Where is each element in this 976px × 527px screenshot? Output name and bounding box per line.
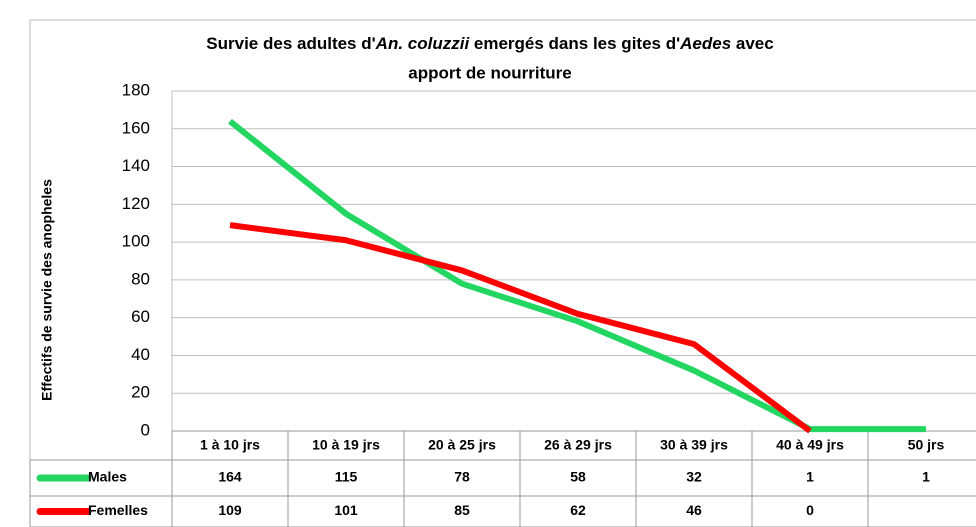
table-value: 101 bbox=[334, 502, 358, 518]
x-tick-label: 50 jrs bbox=[908, 437, 945, 453]
y-tick-label: 0 bbox=[141, 420, 150, 439]
x-tick-label: 20 à 25 jrs bbox=[428, 437, 496, 453]
y-tick-label: 100 bbox=[122, 232, 150, 251]
y-tick-label: 60 bbox=[131, 307, 150, 326]
y-tick-label: 20 bbox=[131, 383, 150, 402]
table-value: 58 bbox=[570, 469, 586, 485]
y-tick-label: 160 bbox=[122, 118, 150, 137]
legend-label: Males bbox=[88, 469, 127, 485]
chart-border bbox=[29, 19, 976, 527]
y-axis-label: Effectifs de survie des anopheles bbox=[39, 179, 55, 401]
y-tick-label: 120 bbox=[122, 194, 150, 213]
table-value: 115 bbox=[335, 469, 358, 485]
x-tick-label: 40 à 49 jrs bbox=[776, 437, 844, 453]
x-tick-label: 26 à 29 jrs bbox=[544, 437, 612, 453]
y-tick-label: 40 bbox=[131, 345, 150, 364]
x-tick-label: 10 à 19 jrs bbox=[312, 437, 380, 453]
table-value: 62 bbox=[570, 502, 586, 518]
table-value: 164 bbox=[218, 469, 242, 485]
table-value: 46 bbox=[686, 502, 702, 518]
chart-title: Survie des adultes d'An. coluzzii emergé… bbox=[206, 34, 773, 53]
table-value: 85 bbox=[454, 502, 470, 518]
table-value: 32 bbox=[686, 469, 702, 485]
x-tick-label: 1 à 10 jrs bbox=[200, 437, 260, 453]
x-tick-label: 30 à 39 jrs bbox=[660, 437, 728, 453]
table-value: 78 bbox=[454, 469, 470, 485]
table-value: 1 bbox=[922, 469, 930, 485]
table-value: 0 bbox=[806, 502, 814, 518]
legend-label: Femelles bbox=[88, 502, 148, 518]
chart-title-line2: apport de nourriture bbox=[408, 63, 571, 82]
y-tick-label: 180 bbox=[122, 80, 150, 99]
y-tick-label: 140 bbox=[122, 156, 150, 175]
series-line bbox=[228, 118, 926, 433]
y-tick-label: 80 bbox=[131, 269, 150, 288]
table-value: 109 bbox=[218, 502, 242, 518]
series-line bbox=[229, 222, 812, 434]
table-value: 1 bbox=[806, 469, 814, 485]
